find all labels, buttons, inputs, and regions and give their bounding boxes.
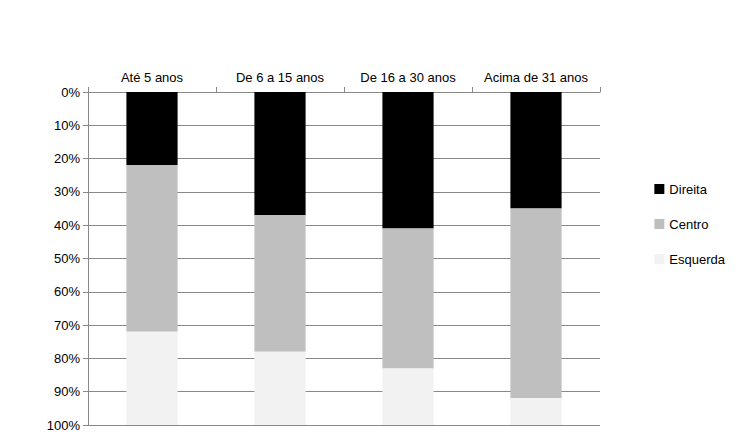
svg-text:20%: 20% bbox=[54, 151, 80, 166]
svg-text:Acima de 31 anos: Acima de 31 anos bbox=[484, 70, 589, 85]
svg-text:30%: 30% bbox=[54, 184, 80, 199]
svg-text:Direita: Direita bbox=[669, 182, 707, 197]
svg-text:50%: 50% bbox=[54, 251, 80, 266]
svg-text:De 6 a 15 anos: De 6 a 15 anos bbox=[236, 70, 325, 85]
svg-text:100%: 100% bbox=[47, 418, 81, 433]
svg-text:Esquerda: Esquerda bbox=[669, 252, 725, 267]
svg-text:60%: 60% bbox=[54, 284, 80, 299]
svg-text:70%: 70% bbox=[54, 318, 80, 333]
svg-text:90%: 90% bbox=[54, 384, 80, 399]
svg-text:0%: 0% bbox=[61, 85, 80, 100]
svg-text:De 16 a 30 anos: De 16 a 30 anos bbox=[360, 70, 456, 85]
svg-text:40%: 40% bbox=[54, 218, 80, 233]
svg-text:Até 5 anos: Até 5 anos bbox=[121, 70, 184, 85]
svg-text:10%: 10% bbox=[54, 118, 80, 133]
svg-text:80%: 80% bbox=[54, 351, 80, 366]
svg-text:Centro: Centro bbox=[669, 217, 708, 232]
